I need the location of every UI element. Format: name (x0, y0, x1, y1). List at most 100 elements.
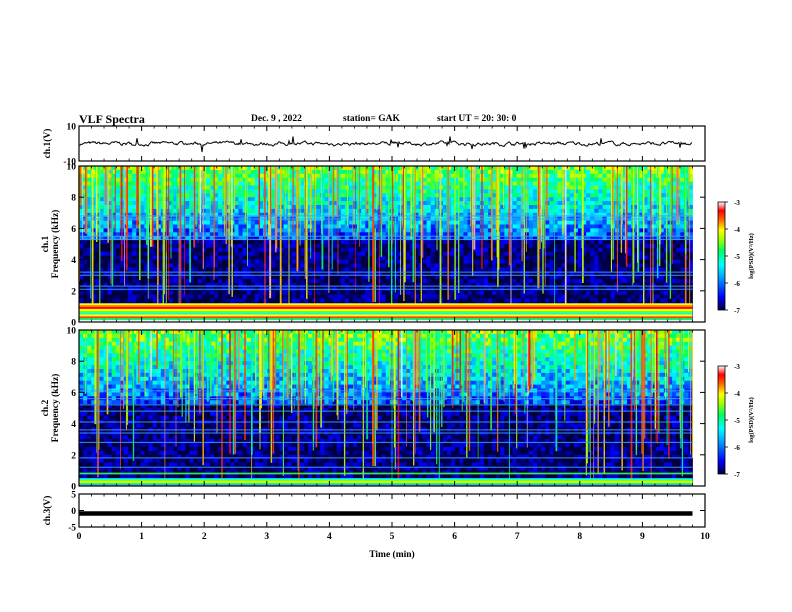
spectrogram-cell (222, 283, 227, 288)
spectrogram-cell (173, 189, 178, 194)
spectrogram-cell (254, 169, 260, 175)
spectrogram-cell (406, 271, 411, 276)
spectrogram-cell (213, 205, 219, 210)
spectrogram-cell (185, 232, 190, 237)
spectrogram-cell (250, 169, 256, 175)
spectrogram-cell (197, 236, 203, 241)
spectrogram-cell (332, 173, 338, 179)
spectrogram-cell (627, 240, 632, 245)
spectrogram-cell (447, 279, 452, 284)
spectrogram-cell (336, 244, 342, 249)
spectrogram-cell (185, 244, 190, 249)
spectrogram-cell (279, 197, 284, 202)
spectrogram-cell (443, 166, 448, 171)
spectrogram-cell (504, 236, 509, 241)
spectrogram-cell (369, 220, 374, 225)
spectrogram-cell (209, 166, 215, 171)
spectrogram-cell (447, 283, 452, 288)
spectrogram-cell (275, 166, 280, 171)
spectrogram-cell (361, 259, 366, 264)
spectrogram-cell (594, 271, 599, 276)
spectrogram-cell (201, 224, 207, 229)
spectrogram-cell (680, 208, 685, 214)
spectrogram-cell (99, 271, 104, 276)
spectrogram-cell (385, 283, 391, 288)
spectrogram-cell (365, 177, 370, 182)
spectrogram-cell (516, 205, 522, 210)
spectrogram-cell (258, 271, 264, 276)
spectrogram-cell (258, 240, 264, 245)
spectrogram-cell (483, 185, 489, 190)
spectrogram-cell (316, 193, 321, 198)
spectrogram-cell (569, 279, 575, 284)
spectrogram-cell (316, 197, 321, 202)
spectrogram-cell (348, 208, 354, 214)
spectrogram-cell (123, 283, 129, 288)
spectrogram-cell (238, 220, 243, 225)
spectrogram-cell (651, 189, 657, 194)
spectrogram-cell (447, 275, 452, 280)
spectrogram-cell (492, 166, 497, 171)
spectrogram-cell (393, 220, 399, 225)
spectrogram-cell (479, 271, 485, 276)
spectrogram-cell (271, 290, 276, 296)
spectrogram-cell (353, 201, 358, 206)
spectrogram-cell (348, 247, 354, 253)
spectrogram-cell (680, 177, 685, 182)
spectrogram-cell (128, 244, 133, 249)
spectrogram-cell (234, 275, 239, 280)
spectrogram-cell (152, 220, 158, 225)
spectrogram-cell (87, 181, 92, 186)
spectrogram-cell (336, 166, 342, 171)
spectrogram-cell (246, 201, 252, 206)
spectrogram-cell (414, 240, 419, 245)
spectrogram-cell (524, 169, 530, 175)
spectrogram-cell (532, 224, 538, 229)
spectrogram-cell (532, 228, 538, 233)
spectrogram-cell (132, 193, 137, 198)
spectrogram-cell (99, 173, 104, 179)
spectrogram-cell (361, 251, 366, 257)
spectrogram-cell (348, 166, 354, 171)
spectrogram-cell (524, 212, 530, 218)
spectrogram-cell (549, 208, 554, 214)
spectrogram-cell (516, 181, 522, 186)
spectrogram-cell (590, 247, 595, 253)
spectrogram-cell (275, 208, 280, 214)
spectrogram-cell (467, 166, 473, 171)
spectrogram-cell (140, 166, 145, 171)
spectrogram-cell (369, 205, 374, 210)
spectrogram-cell (308, 232, 313, 237)
spectrogram-cell (156, 181, 162, 186)
spectrogram-cell (459, 220, 464, 225)
spectrogram-cell (475, 197, 481, 202)
spectrogram-cell (573, 169, 579, 175)
spectrogram-cell (582, 236, 587, 241)
spectrogram-cell (365, 271, 370, 276)
spectrogram-cell (181, 232, 186, 237)
spectrogram-cell (487, 224, 493, 229)
spectrogram-cell (91, 208, 96, 214)
spectrogram-cell (193, 244, 199, 249)
spectrogram-cell (459, 189, 464, 194)
spectrogram-cell (512, 279, 518, 284)
spectrogram-cell (627, 193, 632, 198)
spectrogram-cell (189, 275, 194, 280)
spectrogram-cell (164, 193, 170, 198)
spectrogram-cell (410, 244, 415, 249)
spectrogram-cell (475, 283, 481, 288)
spectrogram-cell (336, 267, 342, 272)
spectrogram-cell (561, 169, 567, 175)
spectrogram-cell (606, 244, 612, 249)
spectrogram-cell (447, 181, 452, 186)
spectrogram-cell (152, 212, 158, 218)
spectrogram-cell (361, 173, 366, 179)
spectrogram-cell (328, 220, 333, 225)
spectrogram-cell (573, 181, 579, 186)
spectrogram-cell (99, 205, 104, 210)
spectrogram-cell (87, 232, 92, 237)
spectrogram-cell (520, 201, 526, 206)
spectrogram-cell (528, 189, 534, 194)
spectrogram-cell (410, 212, 415, 218)
spectrogram-cell (586, 193, 591, 198)
